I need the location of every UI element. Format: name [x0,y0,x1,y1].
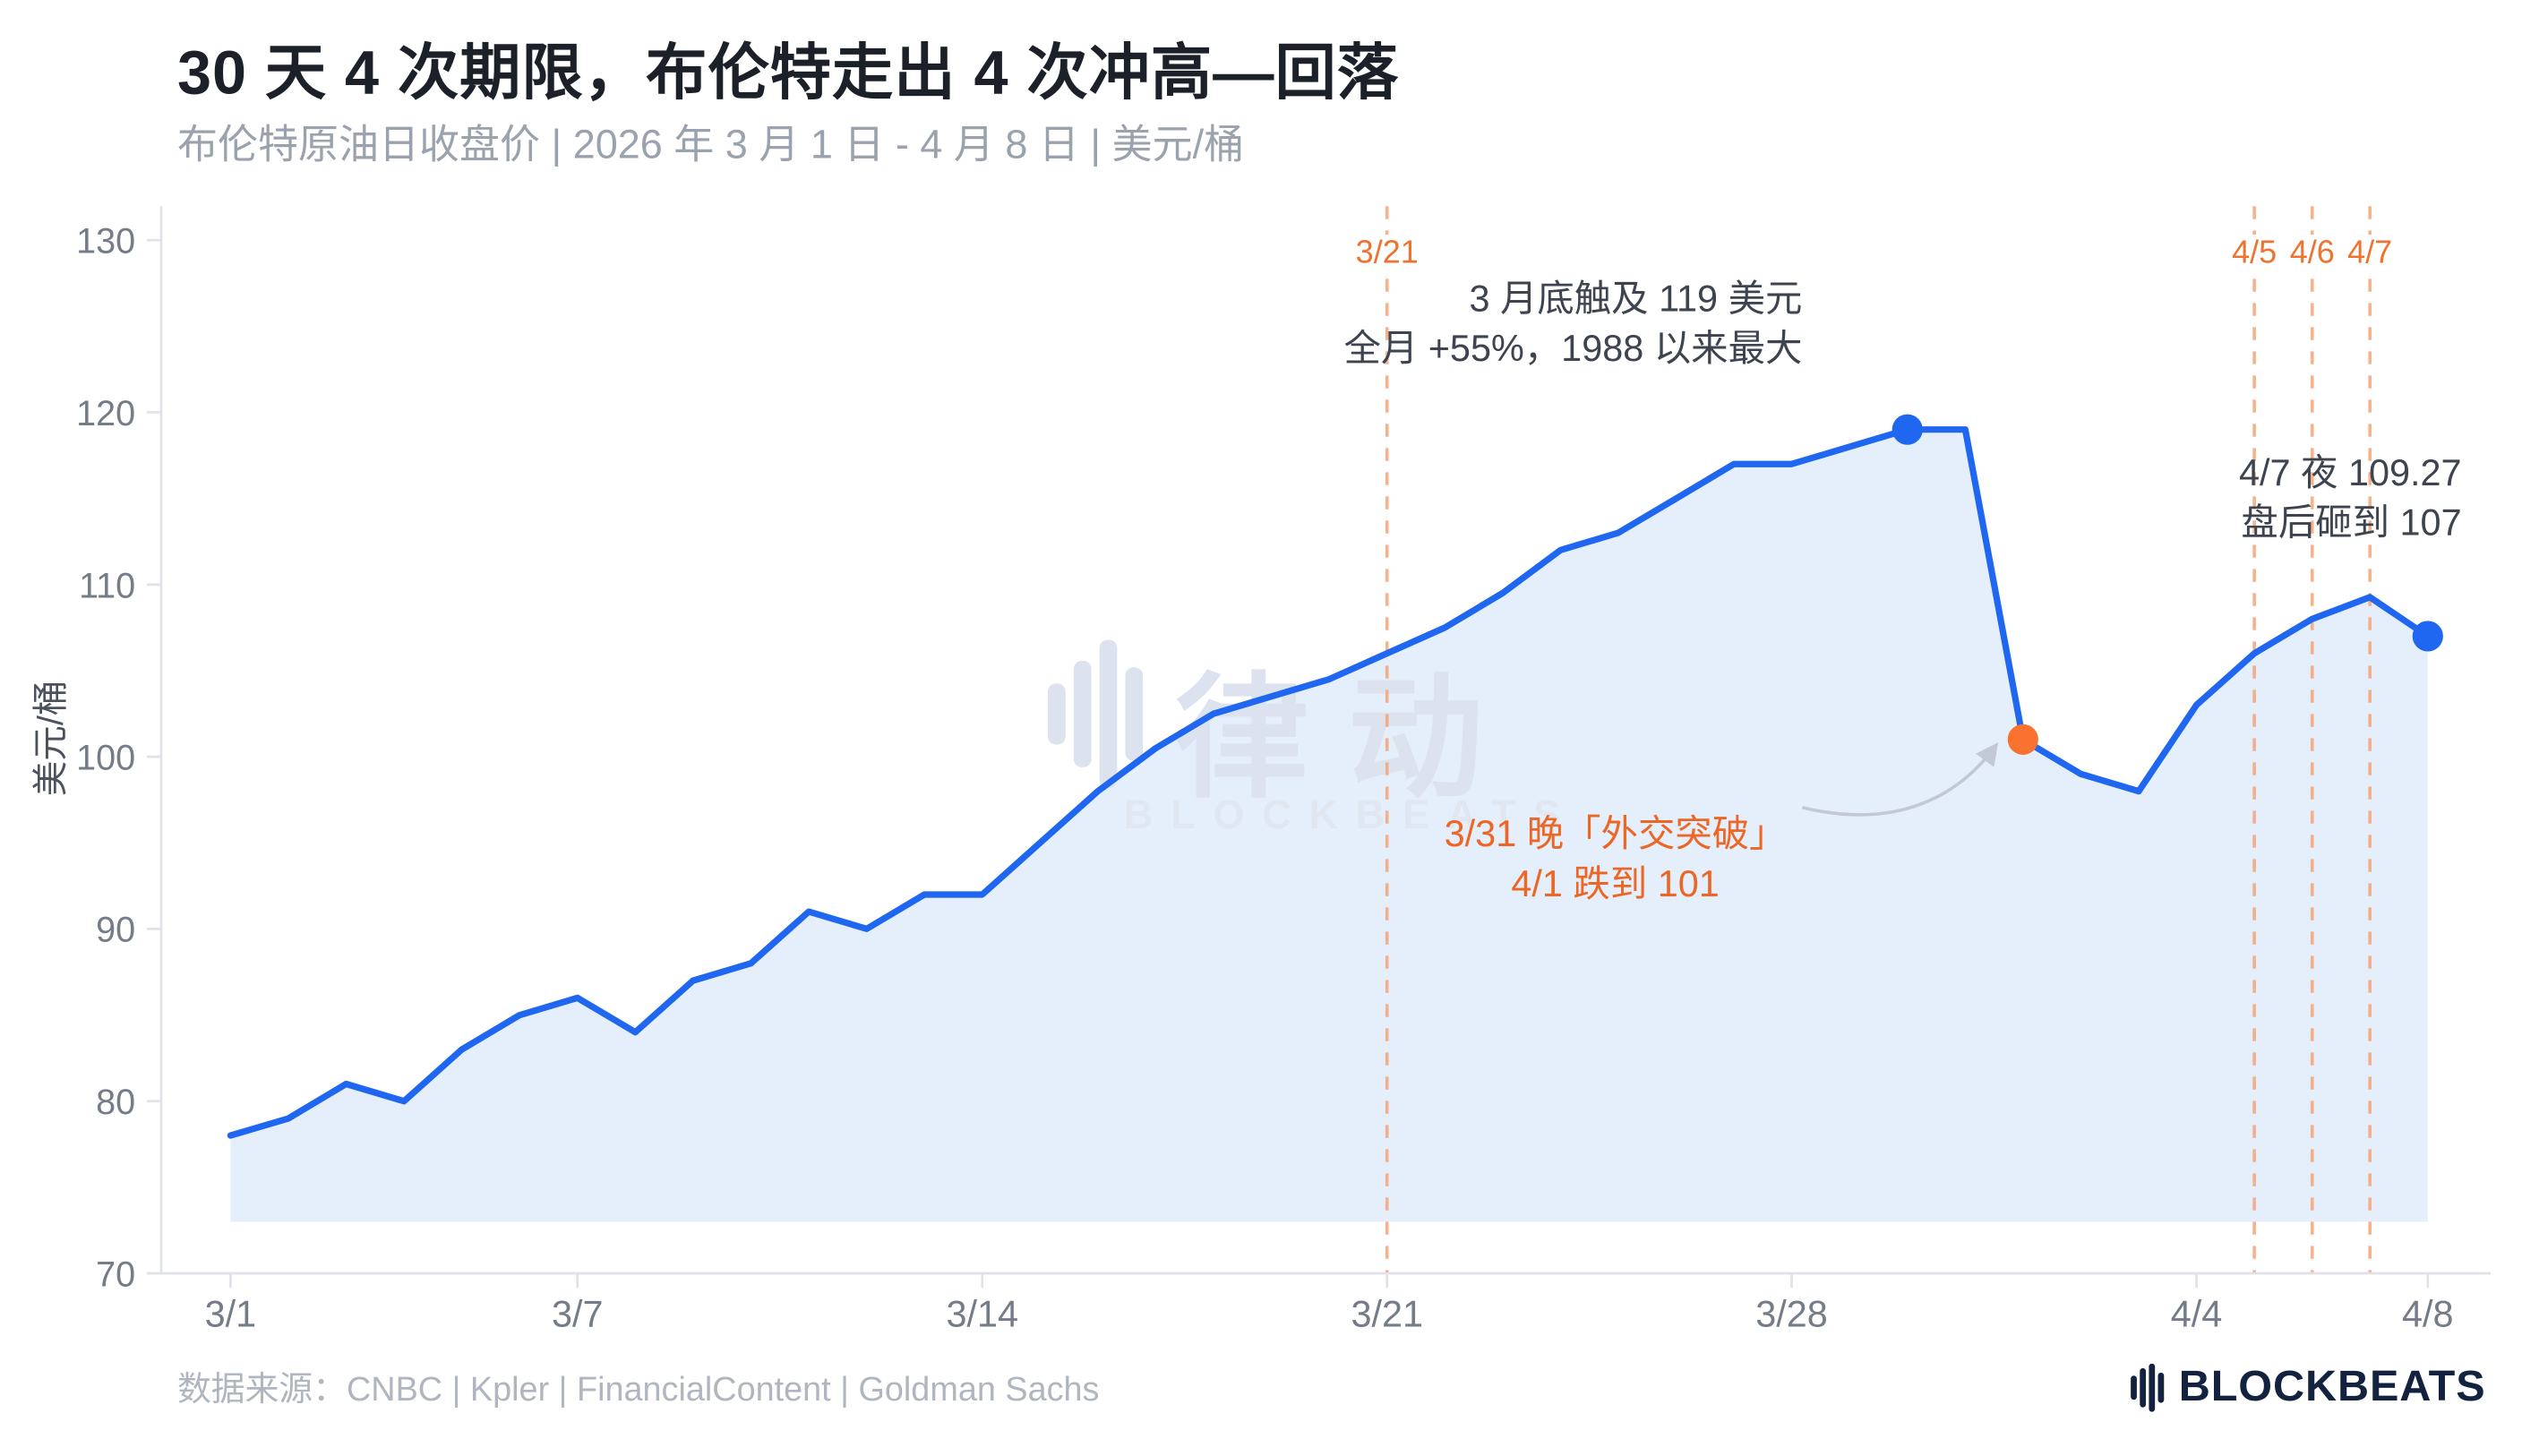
annotation-line: 3/31 晚「外交突破」 [1444,812,1787,854]
event-vline-label: 4/6 [2290,233,2335,270]
y-tick-label: 80 [96,1083,135,1122]
price-line [227,426,2432,1139]
x-tick-label: 3/14 [946,1293,1018,1334]
x-tick-label: 3/21 [1351,1293,1423,1334]
annotation-peak: 3 月底触及 119 美元 全月 +55%，1988 以来最大 [1343,274,1802,374]
vlines-group: 3/21 4/5 4/6 4/7 [1351,206,2398,1273]
data-marker-3-30 [1892,414,1923,445]
chart-subtitle: 布伦特原油日收盘价 | 2026 年 3 月 1 日 - 4 月 8 日 | 美… [177,122,1245,168]
event-vline-label: 4/7 [2347,233,2392,270]
y-tick-label: 120 [76,394,135,433]
y-tick-label: 90 [96,911,135,950]
y-tick-label: 100 [76,739,135,778]
annotation-line: 4/7 夜 109.27 [2239,451,2462,493]
x-tick-label: 3/28 [1755,1293,1828,1334]
annotation-drop: 3/31 晚「外交突破」 4/1 跌到 101 [1213,809,2019,910]
annotation-line: 全月 +55%，1988 以来最大 [1343,327,1803,370]
x-tick-label: 4/4 [2171,1293,2223,1334]
markers-group [1892,414,2443,755]
watermark-en-text: BLOCKBEATS [1124,792,1578,837]
data-source: 数据来源：CNBC | Kpler | FinancialContent | G… [177,1371,1100,1409]
watermark: 律动 BLOCKBEATS [1048,639,1578,837]
x-tick-label: 3/7 [552,1293,604,1334]
annotation-line: 3 月底触及 119 美元 [1469,277,1803,320]
event-vline-label: 3/21 [1356,233,1419,270]
annotation-line: 4/1 跌到 101 [1511,862,1720,904]
blockbeats-logo-text: BLOCKBEATS [2178,1362,2486,1410]
annotation-late: 4/7 夜 109.27 盘后砸到 107 [2239,448,2462,548]
data-marker-4-1 [2007,724,2038,755]
blockbeats-logo-icon [2130,1362,2164,1411]
annotation-line: 盘后砸到 107 [2241,501,2462,544]
area-fill [230,429,2428,1222]
annotation-arrow [1801,741,1999,817]
y-tick-label: 70 [96,1255,135,1294]
x-tick-label: 4/8 [2402,1293,2454,1334]
watermark-cn-text: 律动 [1173,664,1522,815]
data-marker-4-8 [2412,621,2443,652]
y-axis-label: 美元/桶 [30,680,72,797]
axes-group: 70 80 90 100 110 120 130 3/1 3/7 3/14 3/21 3/28 4/4 4… [76,206,2491,1334]
blockbeats-watermark-icon [1048,639,1144,789]
blockbeats-logo: BLOCKBEATS [2129,1362,2486,1412]
x-tick-label: 3/1 [205,1293,257,1334]
chart-title: 30 天 4 次期限，布伦特走出 4 次冲高—回落 [177,40,1400,108]
event-vline-label: 4/5 [2232,233,2277,270]
y-tick-label: 110 [79,566,135,605]
y-tick-label: 130 [76,222,135,261]
